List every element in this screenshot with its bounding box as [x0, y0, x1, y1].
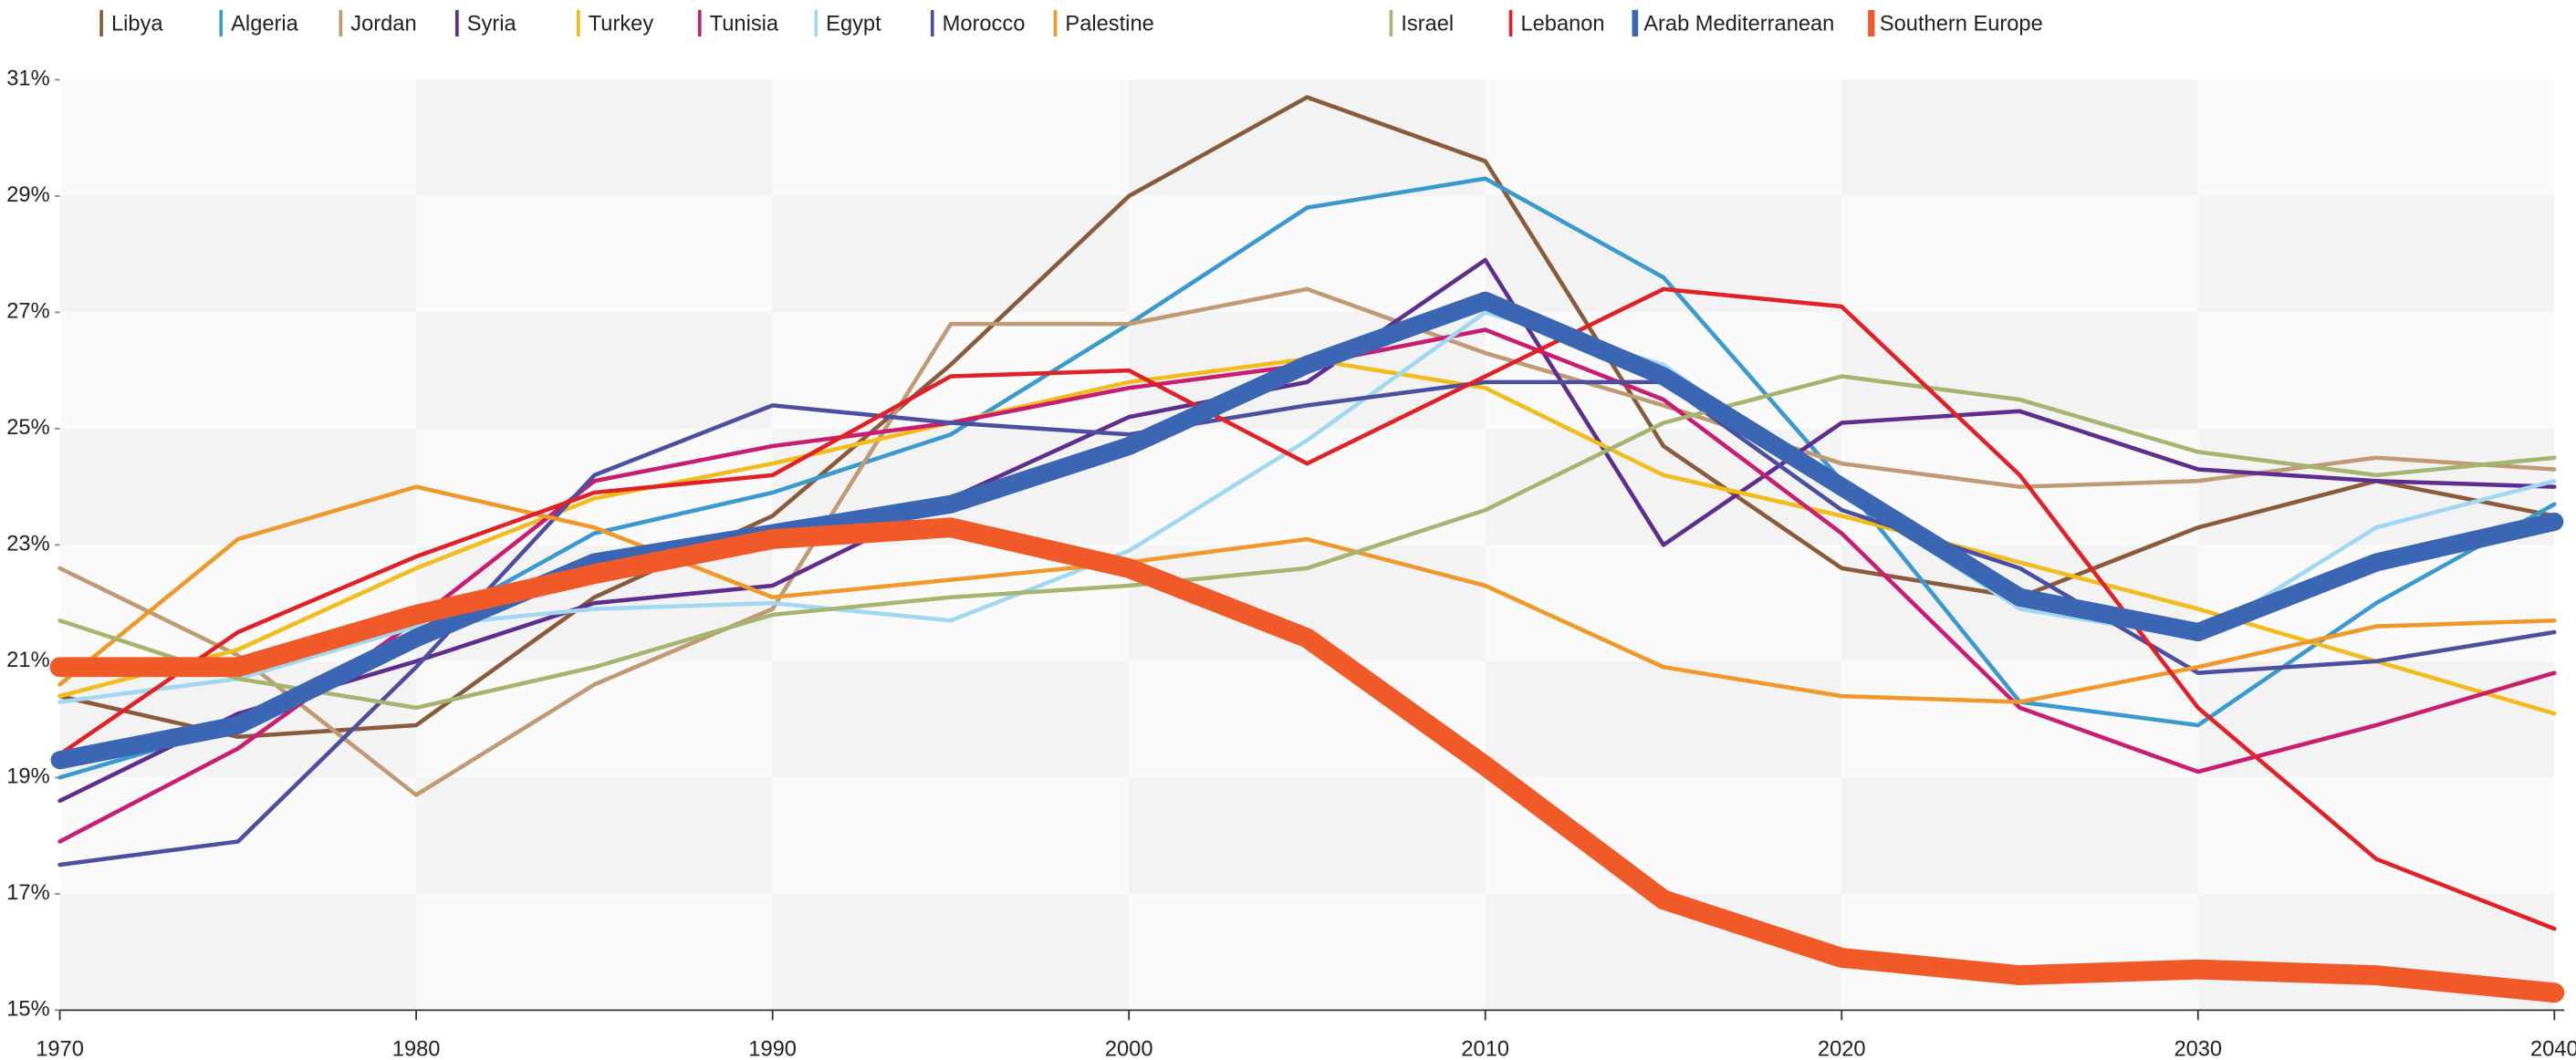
legend-label: Arab Mediterranean	[1643, 13, 1834, 36]
background-cell	[416, 893, 773, 1011]
background-cell	[2197, 312, 2555, 429]
background-cell	[772, 777, 1130, 894]
background-cell	[59, 893, 417, 1011]
y-tick-label: 25%	[6, 416, 49, 440]
legend-marker	[99, 9, 103, 37]
legend-label: Morocco	[943, 13, 1026, 36]
series-line	[49, 517, 2565, 1003]
x-tick-label: 2000	[1105, 1037, 1153, 1060]
y-tick-label: 31%	[6, 68, 49, 91]
legend-label: Algeria	[231, 13, 298, 36]
legend-marker	[219, 9, 224, 37]
background-cell	[1841, 777, 2198, 894]
background-cell	[59, 312, 417, 429]
background-cell	[1485, 545, 1842, 661]
legend-label: Jordan	[350, 13, 416, 36]
legend-label: Tunisia	[710, 13, 779, 36]
legend-label: Egypt	[826, 13, 881, 36]
background-cell	[416, 312, 773, 429]
background-cell	[1485, 79, 1842, 196]
legend-marker	[697, 9, 702, 37]
background-cell	[59, 428, 417, 546]
series-line	[57, 95, 2557, 740]
background-cell	[1485, 893, 1842, 1011]
y-tick-label: 29%	[6, 183, 49, 207]
legend-marker	[1389, 9, 1393, 37]
legend-marker	[930, 9, 934, 37]
y-tick-label: 23%	[6, 533, 49, 556]
series-line	[57, 257, 2557, 804]
series-line	[57, 286, 2557, 931]
legend-label: Turkey	[589, 13, 654, 36]
background-cell	[1129, 428, 1486, 546]
legend-label: Syria	[467, 13, 517, 36]
background-cell	[1485, 660, 1842, 778]
background-cell	[1129, 777, 1486, 894]
x-tick-label: 2010	[1461, 1037, 1509, 1060]
legend-label: Lebanon	[1520, 13, 1604, 36]
x-tick-label: 1970	[36, 1037, 84, 1060]
background-cell	[1129, 893, 1486, 1011]
x-tick-label: 2020	[1818, 1037, 1866, 1060]
legend-label: Libya	[111, 13, 163, 36]
y-tick-label: 17%	[6, 881, 49, 905]
background-cell	[1129, 195, 1486, 313]
background-cell	[772, 893, 1130, 1011]
background-cell	[772, 79, 1130, 196]
legend-marker	[339, 9, 343, 37]
background-cell	[59, 79, 417, 196]
y-tick-label: 19%	[6, 765, 49, 789]
series-line	[57, 286, 2557, 797]
legend-marker	[814, 9, 819, 37]
background-cell	[59, 777, 417, 894]
background-cell	[2197, 660, 2555, 778]
series-line	[57, 484, 2557, 704]
background-cell	[1841, 195, 2198, 313]
x-tick-label: 2030	[2174, 1037, 2222, 1060]
background-cell	[772, 195, 1130, 313]
background-cell	[2197, 195, 2555, 313]
y-tick-label: 21%	[6, 649, 49, 672]
legend-marker	[1508, 9, 1513, 37]
background-cell	[1841, 893, 2198, 1011]
y-tick-label: 27%	[6, 300, 49, 324]
y-tick-label: 15%	[6, 998, 49, 1022]
background-cell	[2197, 777, 2555, 894]
background-cell	[2197, 79, 2555, 196]
legend-marker	[1632, 9, 1639, 37]
legend-marker	[576, 9, 580, 37]
background-cell	[1841, 79, 2198, 196]
background-cell	[1485, 777, 1842, 894]
legend-marker	[455, 9, 459, 37]
legend-label: Southern Europe	[1880, 13, 2043, 36]
series-line	[57, 374, 2557, 711]
background-cell	[416, 777, 773, 894]
legend-label: Palestine	[1065, 13, 1153, 36]
background-cell	[59, 195, 417, 313]
legend-marker	[1053, 9, 1058, 37]
background-cell	[416, 79, 773, 196]
legend-label: Israel	[1401, 13, 1454, 36]
x-tick-label: 1980	[392, 1037, 441, 1060]
x-tick-label: 2040	[2530, 1037, 2576, 1060]
background-cell	[1485, 195, 1842, 313]
background-cell	[772, 660, 1130, 778]
series-line	[50, 291, 2564, 770]
x-tick-label: 1990	[748, 1037, 797, 1060]
background-cell	[416, 195, 773, 313]
legend-marker	[1868, 9, 1875, 37]
